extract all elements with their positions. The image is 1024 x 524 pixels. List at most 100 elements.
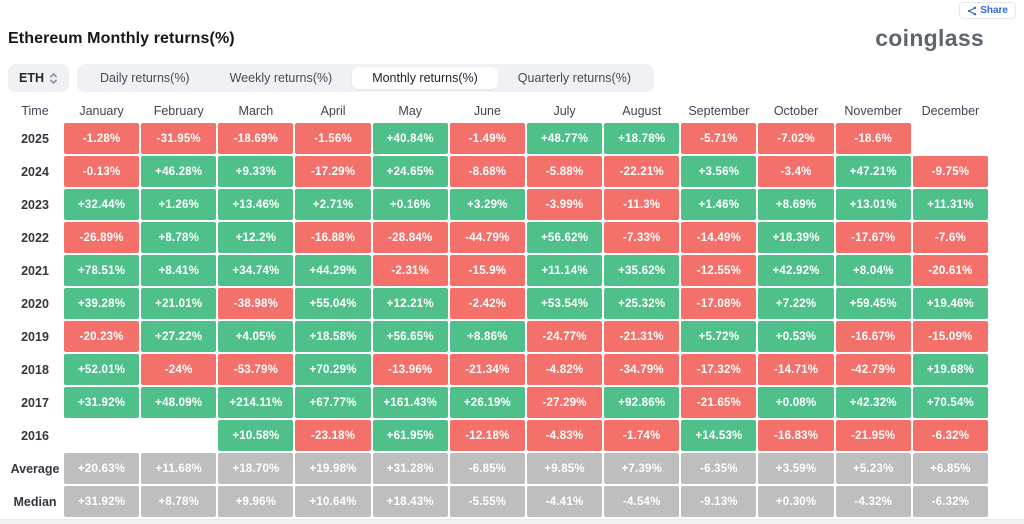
return-cell: +11.31% bbox=[912, 189, 988, 220]
return-cell: -17.32% bbox=[681, 354, 757, 385]
return-cell: +35.62% bbox=[604, 255, 680, 286]
return-cell: +59.45% bbox=[835, 288, 911, 319]
return-cell: -4.32% bbox=[835, 486, 911, 517]
row-label: 2021 bbox=[21, 263, 49, 278]
return-cell: -6.85% bbox=[449, 453, 525, 484]
symbol-select-value: ETH bbox=[19, 71, 44, 85]
controls-bar: ETH Daily returns(%) Weekly returns(%) Mon… bbox=[8, 64, 1016, 92]
return-cell: -12.55% bbox=[681, 255, 757, 286]
return-cell: -53.79% bbox=[218, 354, 294, 385]
return-cell: +42.92% bbox=[758, 255, 834, 286]
month-header: July bbox=[553, 104, 576, 118]
return-cell: +47.21% bbox=[835, 156, 911, 187]
return-cell: -5.71% bbox=[681, 123, 757, 154]
return-cell: +2.71% bbox=[295, 189, 371, 220]
share-button[interactable]: Share bbox=[959, 2, 1016, 19]
return-cell: +34.74% bbox=[218, 255, 294, 286]
return-cell: -16.88% bbox=[295, 222, 371, 253]
return-cell: -2.42% bbox=[449, 288, 525, 319]
return-cell: -7.02% bbox=[758, 123, 834, 154]
return-cell: -9.75% bbox=[912, 156, 988, 187]
month-header: November bbox=[844, 104, 903, 118]
row-label: 2022 bbox=[21, 230, 49, 245]
return-cell: -21.65% bbox=[681, 387, 757, 418]
return-cell: -18.69% bbox=[218, 123, 294, 154]
row-label: 2025 bbox=[21, 131, 49, 146]
return-cell: +31.92% bbox=[64, 486, 140, 517]
return-cell: +19.68% bbox=[912, 354, 988, 385]
return-cell: -16.67% bbox=[835, 321, 911, 352]
return-cell: -17.29% bbox=[295, 156, 371, 187]
tab-quarterly[interactable]: Quarterly returns(%) bbox=[517, 71, 632, 85]
return-cell: -3.4% bbox=[758, 156, 834, 187]
return-cell: +42.32% bbox=[835, 387, 911, 418]
row-label: 2019 bbox=[21, 329, 49, 344]
return-cell: +18.58% bbox=[295, 321, 371, 352]
return-cell: +53.54% bbox=[526, 288, 603, 319]
return-cell: +18.43% bbox=[372, 486, 448, 517]
return-cell: +48.77% bbox=[526, 123, 603, 154]
return-cell: -4.41% bbox=[526, 486, 603, 517]
return-cell: -3.99% bbox=[526, 189, 603, 220]
return-cell: -6.32% bbox=[912, 420, 988, 451]
return-cell: +9.85% bbox=[526, 453, 603, 484]
return-cell: +39.28% bbox=[64, 288, 140, 319]
return-cell: +13.46% bbox=[218, 189, 294, 220]
return-cell: -12.18% bbox=[449, 420, 525, 451]
return-cell: -14.49% bbox=[681, 222, 757, 253]
symbol-select[interactable]: ETH bbox=[8, 64, 69, 92]
return-cell: -38.98% bbox=[218, 288, 294, 319]
return-cell: +92.86% bbox=[604, 387, 680, 418]
return-cell: -5.55% bbox=[449, 486, 525, 517]
return-cell: +26.19% bbox=[449, 387, 525, 418]
return-cell: +10.58% bbox=[218, 420, 294, 451]
return-cell: +9.96% bbox=[218, 486, 294, 517]
return-cell: +56.65% bbox=[372, 321, 448, 352]
top-bar: Share bbox=[8, 0, 1016, 19]
return-cell: -1.49% bbox=[449, 123, 525, 154]
tab-weekly[interactable]: Weekly returns(%) bbox=[229, 71, 333, 85]
return-cell: +18.39% bbox=[758, 222, 834, 253]
return-cell: +40.84% bbox=[372, 123, 448, 154]
return-cell: -27.29% bbox=[526, 387, 603, 418]
return-cell: +31.92% bbox=[64, 387, 140, 418]
return-cell: -44.79% bbox=[449, 222, 525, 253]
share-icon bbox=[967, 6, 977, 16]
chevron-up-down-icon bbox=[49, 72, 58, 85]
return-cell: +4.05% bbox=[218, 321, 294, 352]
month-header: May bbox=[398, 104, 423, 118]
return-cell: +8.78% bbox=[141, 486, 217, 517]
month-header: December bbox=[921, 104, 980, 118]
return-cell bbox=[141, 420, 216, 451]
return-cell: -16.83% bbox=[758, 420, 834, 451]
return-cell: -34.79% bbox=[604, 354, 680, 385]
tab-daily[interactable]: Daily returns(%) bbox=[100, 71, 190, 85]
return-cell: -13.96% bbox=[372, 354, 448, 385]
return-cell: +1.46% bbox=[681, 189, 757, 220]
tab-monthly[interactable]: Monthly returns(%) bbox=[352, 67, 498, 89]
month-header: January bbox=[79, 104, 124, 118]
return-cell: -24.77% bbox=[526, 321, 603, 352]
return-cell: +70.54% bbox=[912, 387, 988, 418]
return-cell: +14.53% bbox=[681, 420, 757, 451]
return-cell: +8.41% bbox=[141, 255, 217, 286]
return-cell: +44.29% bbox=[295, 255, 371, 286]
return-cell: -6.32% bbox=[912, 486, 988, 517]
month-header: June bbox=[473, 104, 501, 118]
return-cell: -6.35% bbox=[681, 453, 757, 484]
month-header: August bbox=[622, 104, 662, 118]
return-cell: +12.2% bbox=[218, 222, 294, 253]
return-cell: -20.61% bbox=[912, 255, 988, 286]
return-cell: +11.68% bbox=[141, 453, 217, 484]
return-cell: +52.01% bbox=[64, 354, 140, 385]
return-cell: +9.33% bbox=[218, 156, 294, 187]
returns-table: Time January February March April May June July… bbox=[8, 101, 988, 517]
return-cell: -21.31% bbox=[604, 321, 680, 352]
return-cell: +18.78% bbox=[604, 123, 680, 154]
return-cell: -20.23% bbox=[64, 321, 140, 352]
return-cell: +18.70% bbox=[218, 453, 294, 484]
return-cell: +56.62% bbox=[526, 222, 603, 253]
row-label: 2016 bbox=[21, 428, 49, 443]
row-label: 2023 bbox=[21, 197, 49, 212]
